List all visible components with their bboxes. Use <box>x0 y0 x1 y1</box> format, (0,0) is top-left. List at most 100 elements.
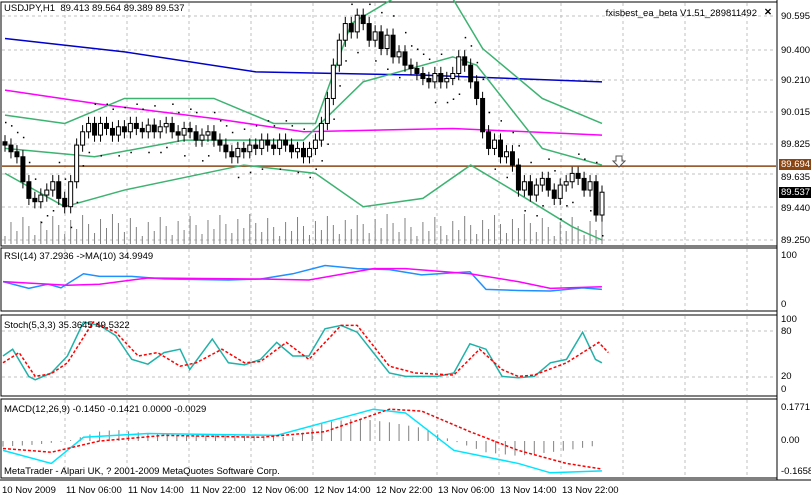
candle-body <box>20 156 26 183</box>
candle-body <box>378 31 384 50</box>
parabolic-sar-dot <box>393 15 395 17</box>
candle-body <box>139 127 145 133</box>
parabolic-sar-dot <box>596 161 598 164</box>
macd-main-line <box>2 408 602 474</box>
candle-body <box>366 23 372 41</box>
bollinger-middle <box>4 56 603 166</box>
parabolic-sar-dot <box>172 103 174 105</box>
parabolic-sar-dot <box>602 235 604 237</box>
price-tick: 89.440 <box>781 203 811 214</box>
candle-body <box>133 122 139 129</box>
candle-body <box>14 151 20 158</box>
parabolic-sar-dot <box>404 31 407 34</box>
candle-body <box>98 122 104 136</box>
candle-body <box>163 122 169 128</box>
parabolic-sar-dot <box>387 68 389 71</box>
macd-tick: 0.1771 <box>781 402 811 413</box>
candle-body <box>444 77 450 83</box>
parabolic-sar-dot <box>512 131 514 134</box>
parabolic-sar-dot <box>339 85 341 87</box>
bid-price-tag: 89.537 <box>779 187 811 198</box>
candle-body <box>330 64 336 99</box>
candle-body <box>62 197 68 208</box>
parabolic-sar-dot <box>369 3 371 6</box>
macd-tick: 0.00 <box>781 435 800 446</box>
candle-body <box>408 64 414 70</box>
symbol: USDJPY,H1 <box>4 3 56 14</box>
candle-body <box>450 73 456 79</box>
price-tick: 90.400 <box>781 45 811 56</box>
parabolic-sar-dot <box>58 161 61 164</box>
candle-body <box>74 144 80 183</box>
candle-body <box>336 39 342 66</box>
candle-body <box>557 184 563 199</box>
parabolic-sar-dot <box>202 160 204 162</box>
time-tick: 12 Nov 06:00 <box>252 485 309 496</box>
parabolic-sar-dot <box>166 146 168 149</box>
parabolic-sar-dot <box>578 153 580 155</box>
parabolic-sar-dot <box>446 101 449 104</box>
macd-signal-line <box>2 408 603 470</box>
parabolic-sar-dot <box>428 58 431 61</box>
candle-body <box>253 144 259 149</box>
close-x-icon[interactable]: ✕ <box>764 7 772 18</box>
parabolic-sar-dot <box>34 178 37 180</box>
candle-body <box>414 68 420 74</box>
candle-body <box>390 34 396 58</box>
parabolic-sar-dot <box>560 218 562 220</box>
parabolic-sar-dot <box>64 178 67 180</box>
price-tick: 90.210 <box>781 75 811 86</box>
parabolic-sar-dot <box>22 136 25 139</box>
candle-body <box>259 139 265 149</box>
parabolic-sar-dot <box>118 155 120 157</box>
parabolic-sar-dot <box>279 168 282 170</box>
candle-body <box>480 97 486 133</box>
parabolic-sar-dot <box>410 45 413 47</box>
candle-body <box>211 131 217 141</box>
candle-body <box>283 139 289 146</box>
candle-body <box>521 181 527 191</box>
candle-body <box>384 34 390 50</box>
candle-body <box>115 126 121 136</box>
price-tick: 90.595 <box>781 11 811 22</box>
parabolic-sar-dot <box>219 120 222 122</box>
parabolic-sar-dot <box>476 61 479 64</box>
stoch-tick: 0 <box>781 384 787 395</box>
level-price-tag: 89.694 <box>779 159 811 170</box>
parabolic-sar-dot <box>381 11 383 14</box>
candle-body <box>539 177 545 186</box>
candle-body <box>157 126 163 133</box>
parabolic-sar-dot <box>399 76 401 79</box>
parabolic-sar-dot <box>321 160 323 162</box>
candle-body <box>26 181 32 199</box>
parabolic-sar-dot <box>16 131 19 134</box>
candle-body <box>318 122 324 141</box>
expert-advisor-label: fxisbest_ea_beta V1.51_289811492 <box>605 8 757 19</box>
candle-body <box>396 51 402 58</box>
parabolic-sar-dot <box>452 98 455 100</box>
parabolic-sar-dot <box>243 128 246 130</box>
parabolic-sar-dot <box>70 226 73 229</box>
stoch-main-line <box>2 321 603 381</box>
candle-body <box>301 147 306 158</box>
parabolic-sar-dot <box>554 170 556 172</box>
rsi-label: RSI(14) 37.2936 ->MA(10) 34.9949 <box>4 251 154 262</box>
price-tick: 89.250 <box>781 235 811 246</box>
symbol-label: USDJPY,H1 89.413 89.564 89.389 89.537 <box>4 3 184 14</box>
parabolic-sar-dot <box>46 215 49 217</box>
parabolic-sar-dot <box>178 111 180 114</box>
parabolic-sar-dot <box>231 131 234 134</box>
candle-body <box>103 122 109 129</box>
candle-body <box>360 14 366 25</box>
rsi-ma-line <box>2 267 602 290</box>
parabolic-sar-dot <box>148 151 150 154</box>
parabolic-sar-dot <box>76 201 79 204</box>
parabolic-sar-dot <box>124 106 126 109</box>
candle-body <box>277 139 283 149</box>
candle-body <box>312 139 318 149</box>
time-tick: 12 Nov 14:00 <box>314 485 371 496</box>
parabolic-sar-dot <box>10 125 13 127</box>
macd-tick: -0.1658 <box>781 466 811 477</box>
